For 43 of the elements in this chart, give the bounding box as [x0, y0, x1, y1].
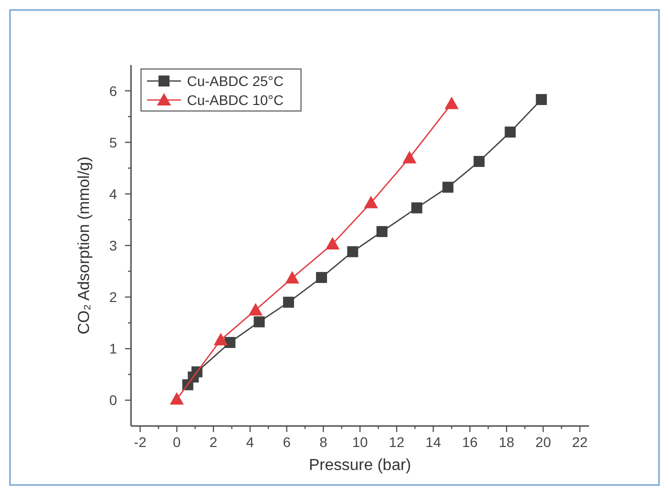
- y-tick-label: 1: [109, 340, 118, 357]
- point: [326, 236, 340, 250]
- point: [347, 246, 358, 258]
- y-tick-label: 3: [109, 238, 118, 254]
- point: [536, 94, 547, 106]
- x-tick-label: 12: [388, 434, 405, 450]
- y-tick-label: 4: [109, 186, 118, 202]
- y-axis-title: CO₂ Adsorption (mmol/g): [76, 156, 93, 334]
- point: [376, 226, 388, 238]
- x-tick-label: 14: [425, 434, 442, 450]
- x-tick-label: 20: [535, 434, 552, 450]
- point: [170, 392, 184, 405]
- x-axis-title: Pressure (bar): [308, 457, 412, 474]
- x-tick-label: 8: [319, 434, 328, 450]
- y-tick-label: 0: [109, 392, 118, 408]
- point: [474, 156, 485, 167]
- point: [402, 150, 416, 164]
- x-tick-label: 22: [572, 434, 588, 450]
- x-tick-label: 2: [210, 434, 218, 450]
- legend-label: Cu-ABDC 10°C: [187, 92, 284, 108]
- x-tick-label: 16: [462, 434, 478, 450]
- x-tick-label: 10: [352, 434, 368, 450]
- x-tick-label: -2: [134, 434, 147, 450]
- point: [444, 96, 459, 110]
- point: [411, 202, 422, 214]
- point: [214, 332, 228, 346]
- y-tick-label: 5: [109, 134, 118, 150]
- y-tick-label: 6: [109, 82, 118, 99]
- point: [442, 182, 454, 193]
- y-tick-label: 2: [109, 289, 118, 306]
- point: [364, 196, 378, 208]
- point: [254, 316, 265, 328]
- x-tick-label: 0: [172, 434, 181, 450]
- legend-label: Cu-ABDC 25°C: [187, 73, 284, 89]
- point: [224, 336, 236, 348]
- x-tick-label: 4: [246, 434, 254, 450]
- point: [504, 126, 516, 138]
- point: [285, 270, 300, 284]
- point: [316, 272, 328, 283]
- x-tick-label: 6: [282, 434, 291, 450]
- x-tick-label: 18: [498, 434, 515, 450]
- point: [283, 296, 294, 308]
- point: [248, 302, 263, 316]
